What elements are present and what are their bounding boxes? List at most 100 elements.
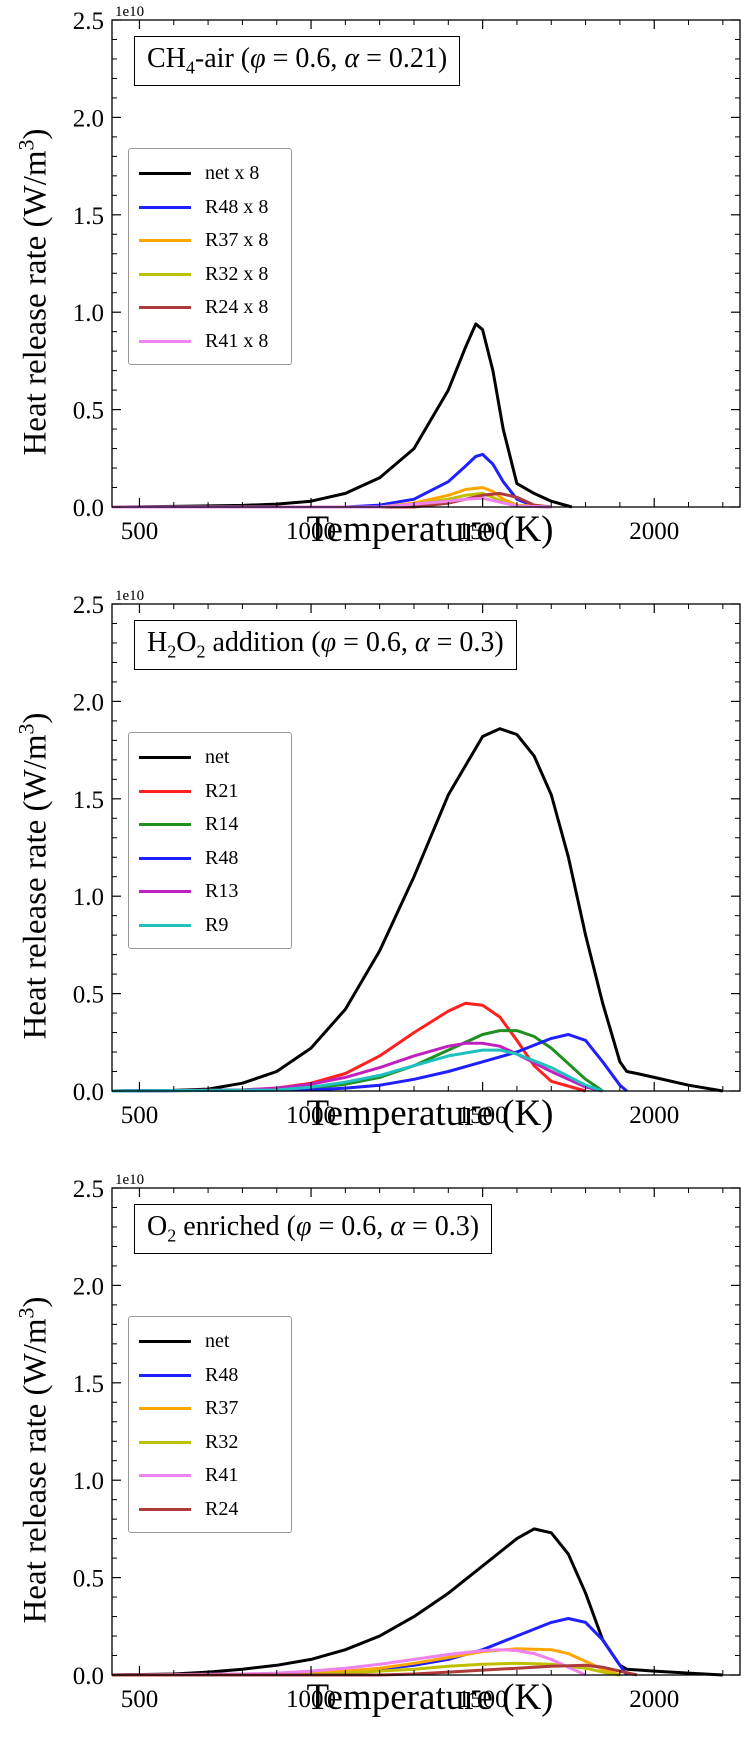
y-tick-label: 2.0 [73,1273,104,1300]
y-tick-label: 2.0 [73,105,104,132]
y-tick-label: 1.0 [73,1468,104,1495]
x-axis-label: Temperature (K) [306,1677,554,1718]
legend-swatch [139,306,191,310]
series-line-r41-x-8 [112,496,552,509]
legend-item: R37 [129,1392,291,1426]
legend-swatch [139,172,191,176]
plot-frame [111,603,741,1092]
y-axis-label: Heat release rate (W/m3) [13,1296,54,1624]
legend-swatch [139,1474,191,1478]
legend-item: R48 x 8 [129,191,291,225]
legend-swatch [139,1440,191,1444]
legend-item: R24 [129,1493,291,1527]
plot-svg: 500 1000 1500 2000 0.0 0.5 1.0 1.5 2.0 2.5 [73,8,741,545]
plot-frame [111,1187,741,1676]
plot-svg: 500 1000 1500 2000 0.0 0.5 1.0 1.5 2.0 2.5 [73,592,741,1129]
legend-label: R9 [205,913,229,936]
legend: net x 8 R48 x 8 R37 x 8 R32 x 8 R24 x 8 R41 x… [128,148,292,365]
legend-item: R41 [129,1459,291,1493]
legend-swatch [139,1373,191,1377]
series-line-r24-x-8 [112,491,552,509]
legend-item: net [129,1325,291,1359]
x-tick-label: 1500 [458,1686,508,1713]
legend-label: R21 [205,779,239,802]
legend-item: R21 [129,775,291,809]
x-axis-label: Temperature (K) [306,1093,554,1134]
series-line-r24 [112,1663,638,1677]
legend-label: R48 [205,1363,239,1386]
legend-swatch [139,789,191,793]
sci-notation-label: 1e10 [115,588,145,604]
legend-swatch [139,890,191,894]
legend-item: R41 x 8 [129,325,291,359]
x-axis-label: Temperature (K) [306,509,554,550]
x-tick-label: 500 [121,1686,159,1713]
y-tick-label: 2.5 [73,1176,104,1203]
legend-swatch [139,756,191,760]
sci-notation-label: 1e10 [115,4,145,20]
legend-swatch [139,823,191,827]
legend-label: R41 x 8 [205,329,269,352]
sci-notation-label: 1e10 [115,1172,145,1188]
legend-label: net [205,1330,230,1353]
legend-swatch [139,1407,191,1411]
x-tick-label: 2000 [629,518,679,545]
plot-title: O2 enriched (φ = 0.6, α = 0.3) [134,1204,493,1255]
legend-label: R24 [205,1497,239,1520]
legend-label: R13 [205,880,239,903]
chart-panel-1: 500 1000 1500 2000 0.0 0.5 1.0 1.5 2.0 2.5 1e10 C… [0,0,750,584]
y-axis-label: Heat release rate (W/m3) [13,712,54,1040]
series-line-r41 [111,1648,587,1677]
legend-item: R48 [129,842,291,876]
y-tick-label: 0.5 [73,1566,104,1593]
legend-label: R37 [205,1397,239,1420]
legend-swatch [139,923,191,927]
series-line-r32 [111,1661,621,1677]
y-tick-label: 0.0 [73,1079,104,1106]
legend-swatch [139,1340,191,1344]
legend-label: R24 x 8 [205,296,269,319]
plot-title: CH4-air (φ = 0.6, α = 0.21) [134,36,461,87]
legend-label: R32 [205,1430,239,1453]
y-tick-label: 2.5 [73,592,104,619]
legend-swatch [139,1507,191,1511]
legend-swatch [139,205,191,209]
legend: net R21 R14 R48 R13 R9 [128,732,292,949]
x-tick-label: 1500 [458,1102,508,1129]
y-tick-label: 1.0 [73,884,104,911]
legend-item: R13 [129,875,291,909]
legend-label: R48 [205,846,239,869]
legend-item: R14 [129,808,291,842]
legend-label: R32 x 8 [205,262,269,285]
legend-label: R14 [205,813,239,836]
chart-panel-3: 500 1000 1500 2000 0.0 0.5 1.0 1.5 2.0 2.5 1e10 O… [0,1168,750,1752]
y-tick-label: 2.5 [73,8,104,35]
x-tick-label: 1500 [458,518,508,545]
chart-panel-2: 500 1000 1500 2000 0.0 0.5 1.0 1.5 2.0 2.5 1e10 H… [0,584,750,1168]
series-line-net [111,1527,723,1677]
y-tick-label: 0.5 [73,982,104,1009]
plot-frame [111,19,741,508]
legend-label: R48 x 8 [205,195,269,218]
legend-label: R37 x 8 [205,229,269,252]
legend-label: net [205,746,230,769]
legend-item: R37 x 8 [129,224,291,258]
plot-svg: 500 1000 1500 2000 0.0 0.5 1.0 1.5 2.0 2.5 [73,1176,741,1713]
y-tick-label: 1.0 [73,300,104,327]
y-axis-label: Heat release rate (W/m3) [13,128,54,456]
y-tick-label: 0.0 [73,495,104,522]
y-tick-label: 0.5 [73,398,104,425]
y-tick-label: 1.5 [73,787,104,814]
y-tick-label: 0.0 [73,1663,104,1690]
y-tick-label: 1.5 [73,1371,104,1398]
legend-label: net x 8 [205,162,260,185]
series-line-r48 [111,1033,628,1093]
legend-label: R41 [205,1464,239,1487]
y-tick-label: 2.0 [73,689,104,716]
legend-swatch [139,239,191,243]
legend-item: R32 [129,1426,291,1460]
legend-item: net x 8 [129,157,291,191]
legend-item: R48 [129,1359,291,1393]
legend-swatch [139,339,191,343]
series-line-net-x-8 [111,322,573,509]
